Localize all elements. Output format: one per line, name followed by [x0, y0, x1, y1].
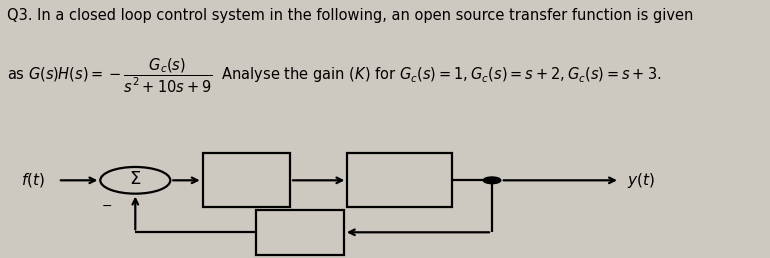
Circle shape [484, 177, 500, 184]
Text: as $G(s)H(s)=-\dfrac{G_c(s)}{s^2+10s+9}$  Analyse the gain $(K)$ for $G_c(s)=1, : as $G(s)H(s)=-\dfrac{G_c(s)}{s^2+10s+9}$… [8, 57, 662, 95]
Text: $f(t)$: $f(t)$ [21, 171, 45, 189]
Bar [347, 153, 452, 207]
Bar [256, 210, 344, 255]
Text: $-$: $-$ [102, 199, 112, 212]
Text: $\Sigma$: $\Sigma$ [129, 170, 142, 188]
Text: Q3. In a closed loop control system in the following, an open source transfer fu: Q3. In a closed loop control system in t… [8, 9, 694, 23]
Text: $y(t)$: $y(t)$ [627, 171, 654, 190]
Text: $H(s)$: $H(s)$ [284, 223, 316, 241]
Text: $K$: $K$ [239, 171, 253, 189]
Bar [203, 153, 290, 207]
Text: $G(s)$: $G(s)$ [383, 171, 416, 189]
